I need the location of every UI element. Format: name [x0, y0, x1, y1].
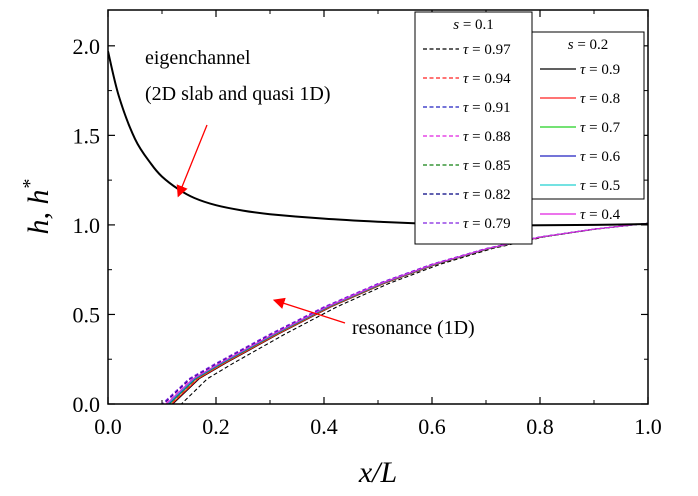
x-tick-label: 0.2 [202, 414, 230, 439]
legend-layer: s = 0.1 τ = 0.97 τ = 0.94 τ = 0.91 τ = 0.88 τ… [414, 11, 645, 245]
resonance-line [108, 222, 648, 404]
resonance-line [108, 222, 648, 404]
annotation-resonance: resonance (1D) [352, 317, 475, 339]
y-tick-label: 2.0 [73, 34, 101, 59]
annotation-eigenchannel-line1: eigenchannel [145, 47, 251, 69]
resonance-line [108, 222, 648, 404]
x-tick-label: 0.0 [94, 414, 122, 439]
y-tick-label: 0.0 [73, 392, 101, 417]
annotation-layer: eigenchannel (2D slab and quasi 1D) resona… [145, 47, 475, 339]
legend-label: τ = 0.9 [580, 62, 620, 78]
legend-label: τ = 0.79 [463, 216, 511, 232]
resonance-line [108, 222, 648, 404]
resonance-line [108, 222, 648, 404]
legend-label: τ = 0.7 [580, 120, 621, 136]
resonance-line [108, 222, 648, 404]
axes-layer: 0.0 0.2 0.4 0.6 0.8 1.0 0.0 0.5 1.0 1.5 2.0 x/L h, h… [19, 10, 662, 489]
legend-label: τ = 0.88 [463, 129, 511, 145]
y-axis-title: h, h* [19, 180, 55, 235]
resonance-line [108, 222, 648, 404]
resonance-line [108, 222, 648, 404]
legend-label: τ = 0.85 [463, 158, 511, 174]
legend-title: s = 0.1 [453, 17, 494, 33]
legend-label: τ = 0.91 [463, 100, 511, 116]
legend-box [531, 31, 645, 200]
legend-label: τ = 0.4 [580, 207, 621, 223]
legend-label: τ = 0.8 [580, 91, 620, 107]
annotation-arrow [176, 124, 208, 198]
legend-label: τ = 0.97 [463, 42, 511, 58]
resonance-line [108, 222, 648, 404]
x-tick-label: 1.0 [634, 414, 662, 439]
x-axis-title: x/L [358, 456, 397, 489]
resonance-line [108, 222, 648, 404]
x-tick-label: 0.8 [526, 414, 554, 439]
resonance-line [108, 222, 648, 404]
legend-label: τ = 0.94 [463, 71, 511, 87]
legend-title: s = 0.2 [568, 37, 609, 53]
y-tick-label: 0.5 [73, 302, 101, 327]
y-tick-label: 1.0 [73, 213, 101, 238]
annotation-arrow [272, 297, 346, 324]
legend-label: τ = 0.6 [580, 149, 621, 165]
y-tick-label: 1.5 [73, 123, 101, 148]
x-tick-label: 0.4 [310, 414, 338, 439]
annotation-eigenchannel-line2: (2D slab and quasi 1D) [145, 83, 331, 105]
legend-label: τ = 0.82 [463, 187, 511, 203]
legend-box [414, 11, 533, 245]
resonance-line [108, 222, 648, 404]
legend-label: τ = 0.5 [580, 178, 620, 194]
x-tick-label: 0.6 [418, 414, 446, 439]
resonance-line [108, 222, 648, 404]
